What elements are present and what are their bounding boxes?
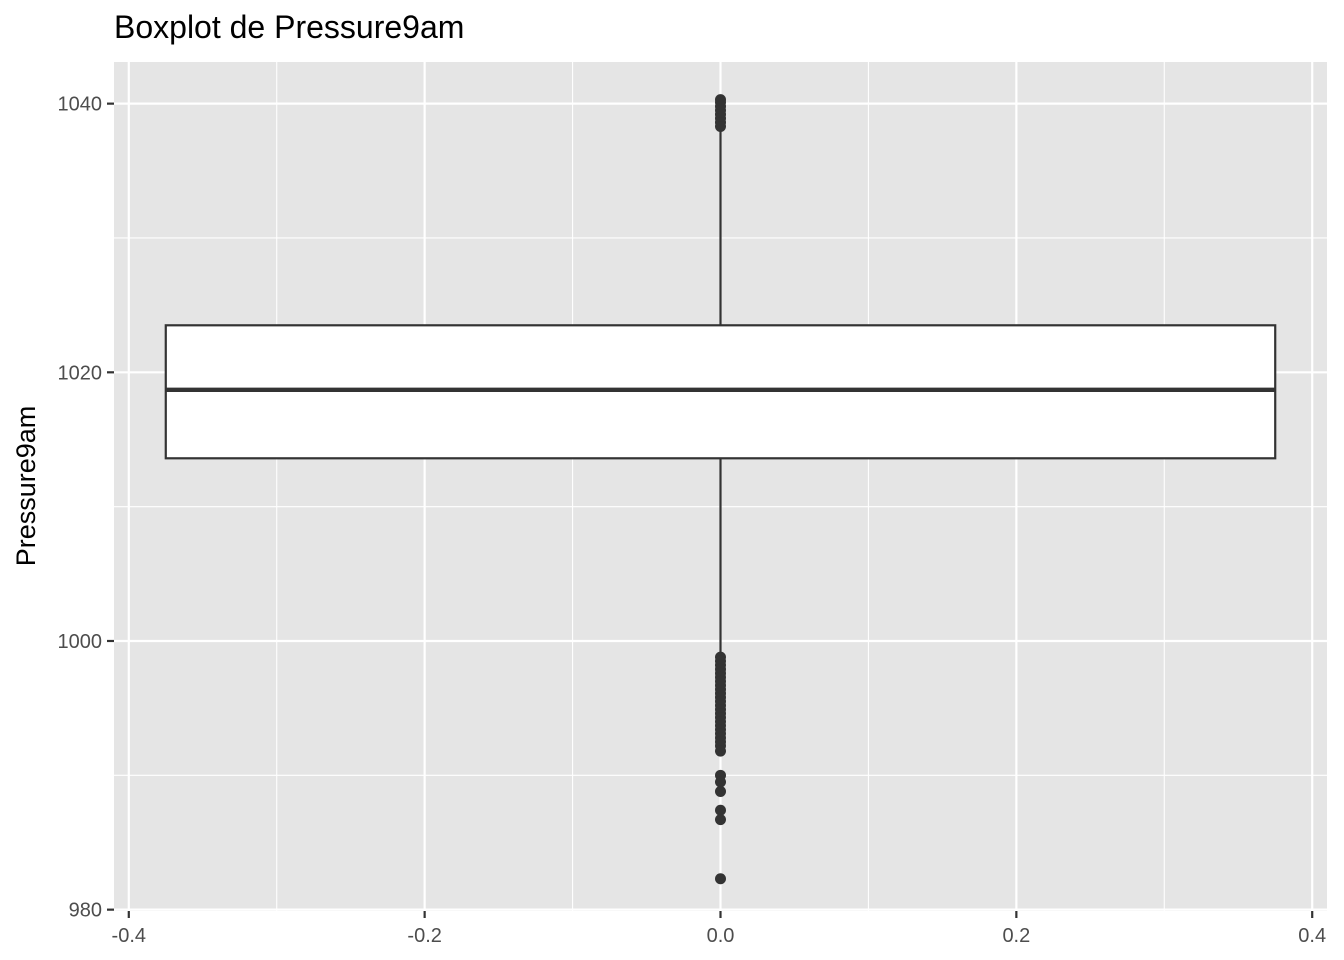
outlier-point	[715, 804, 726, 816]
y-tick-label: 1040	[58, 94, 103, 116]
y-tick-label: 980	[69, 900, 102, 922]
x-tick-label: 0.2	[1002, 925, 1030, 947]
outlier-points	[715, 94, 726, 885]
chart-title: Boxplot de Pressure9am	[114, 9, 464, 45]
box-layer	[164, 122, 1277, 663]
outlier-point	[715, 745, 726, 757]
x-tick-label: -0.4	[112, 925, 146, 947]
y-axis-title: Pressure9am	[11, 406, 41, 567]
x-tick-label: 0.0	[707, 925, 735, 947]
outlier-point	[715, 873, 726, 885]
outlier-point	[715, 814, 726, 826]
outlier-point	[715, 776, 726, 788]
x-tick-label: 0.4	[1298, 925, 1326, 947]
x-tick-label: -0.2	[407, 925, 441, 947]
y-tick-label: 1000	[58, 631, 103, 653]
y-tick-label: 1020	[58, 362, 103, 384]
outlier-point	[715, 120, 726, 132]
outlier-point	[715, 785, 726, 797]
axes: 980 1000 1020 1040 -0.4 -0.2 0.0 0.2 0.4	[58, 94, 1327, 947]
